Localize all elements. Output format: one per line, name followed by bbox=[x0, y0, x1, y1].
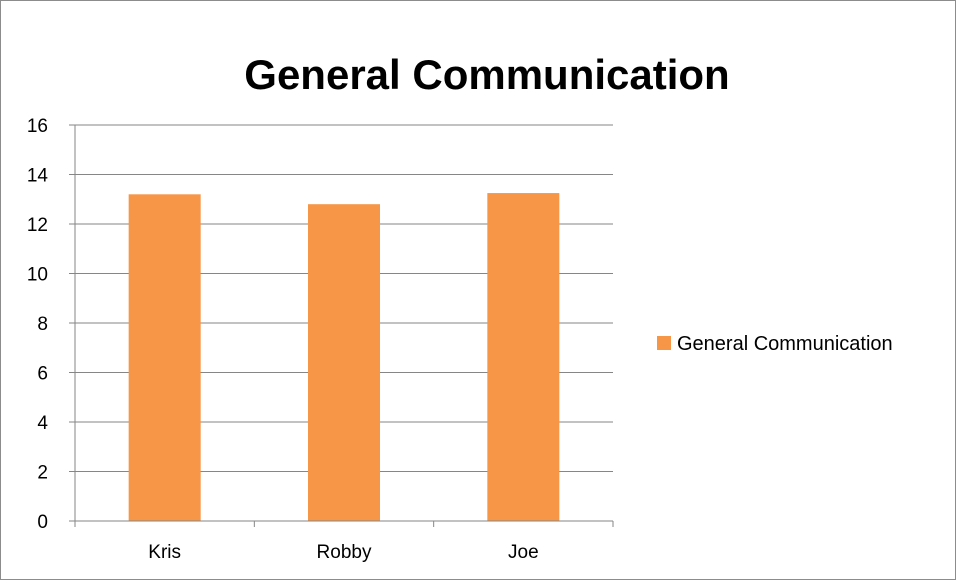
legend-swatch bbox=[657, 336, 671, 350]
bar-joe bbox=[487, 193, 560, 521]
x-tick-label: Joe bbox=[508, 542, 539, 563]
x-tick-label: Kris bbox=[148, 542, 181, 563]
y-tick-label: 10 bbox=[27, 265, 48, 286]
y-tick-label: 8 bbox=[37, 314, 48, 335]
y-tick-label: 0 bbox=[37, 512, 48, 533]
y-tick-label: 6 bbox=[37, 364, 48, 385]
legend: General Communication bbox=[657, 333, 893, 355]
chart-title: General Communication bbox=[244, 51, 729, 98]
y-tick-label: 16 bbox=[27, 116, 48, 137]
bar-robby bbox=[308, 204, 380, 521]
axes bbox=[69, 124, 614, 527]
x-tick-label: Robby bbox=[317, 542, 372, 563]
y-tick-label: 2 bbox=[37, 463, 48, 484]
y-tick-label: 4 bbox=[37, 413, 48, 434]
y-tick-label: 12 bbox=[27, 215, 48, 236]
bar-kris bbox=[128, 194, 201, 522]
bars bbox=[128, 193, 560, 522]
legend-label: General Communication bbox=[677, 333, 893, 355]
y-tick-label: 14 bbox=[27, 166, 49, 187]
y-axis-tick-labels: 0 2 4 6 8 10 12 14 16 bbox=[27, 116, 49, 533]
x-axis-tick-labels: Kris Robby Joe bbox=[148, 542, 538, 563]
